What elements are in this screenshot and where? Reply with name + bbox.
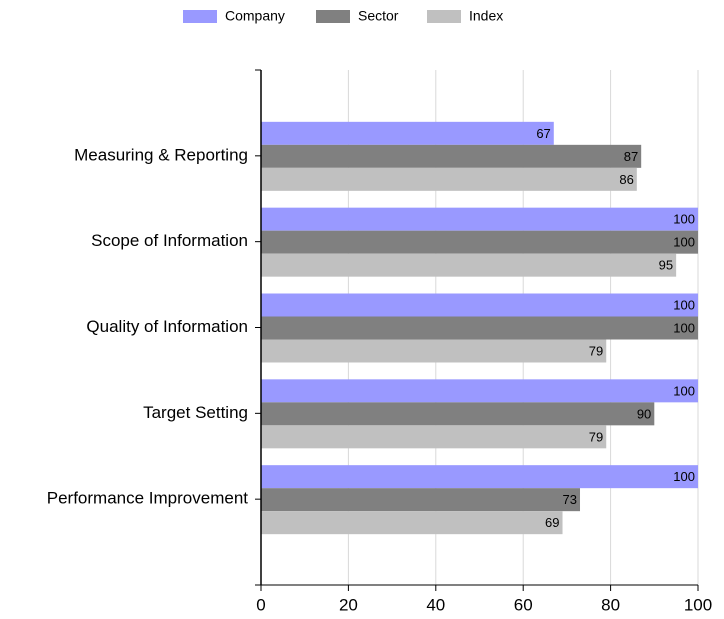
bar	[261, 316, 698, 340]
bar	[261, 425, 607, 449]
bar	[261, 339, 607, 363]
y-tick-label: Performance Improvement	[47, 489, 249, 508]
bar	[261, 253, 677, 277]
y-tick-label: Scope of Information	[91, 231, 248, 250]
bar	[261, 465, 698, 489]
bar	[261, 121, 554, 145]
y-tick-label: Quality of Information	[86, 317, 248, 336]
legend-swatch	[183, 10, 217, 23]
value-label: 100	[673, 297, 695, 312]
value-label: 100	[673, 235, 695, 250]
value-label: 100	[673, 383, 695, 398]
value-label: 100	[673, 212, 695, 227]
value-label: 73	[563, 492, 577, 507]
bar	[261, 167, 637, 191]
legend-swatch	[316, 10, 350, 23]
value-label: 79	[589, 343, 603, 358]
bar	[261, 511, 563, 535]
x-tick-label: 0	[256, 595, 265, 614]
x-tick-label: 80	[601, 595, 620, 614]
value-label: 95	[659, 258, 673, 273]
value-label: 90	[637, 406, 651, 421]
value-label: 67	[536, 126, 550, 141]
x-tick-label: 60	[514, 595, 533, 614]
bar	[261, 144, 642, 168]
value-label: 69	[545, 515, 559, 530]
value-label: 86	[619, 172, 633, 187]
legend-label: Company	[225, 8, 285, 24]
x-tick-label: 100	[684, 595, 712, 614]
x-tick-label: 40	[426, 595, 445, 614]
value-label: 100	[673, 469, 695, 484]
bar	[261, 207, 698, 231]
y-tick-label: Measuring & Reporting	[74, 145, 248, 164]
bar	[261, 379, 698, 403]
bar	[261, 402, 655, 426]
legend-label: Sector	[358, 8, 399, 24]
value-label: 100	[673, 320, 695, 335]
y-tick-label: Target Setting	[143, 403, 248, 422]
legend-label: Index	[469, 8, 503, 24]
x-tick-label: 20	[339, 595, 358, 614]
value-label: 87	[624, 149, 638, 164]
bar	[261, 293, 698, 317]
value-label: 79	[589, 429, 603, 444]
bar	[261, 230, 698, 254]
legend-swatch	[427, 10, 461, 23]
bar	[261, 488, 581, 512]
